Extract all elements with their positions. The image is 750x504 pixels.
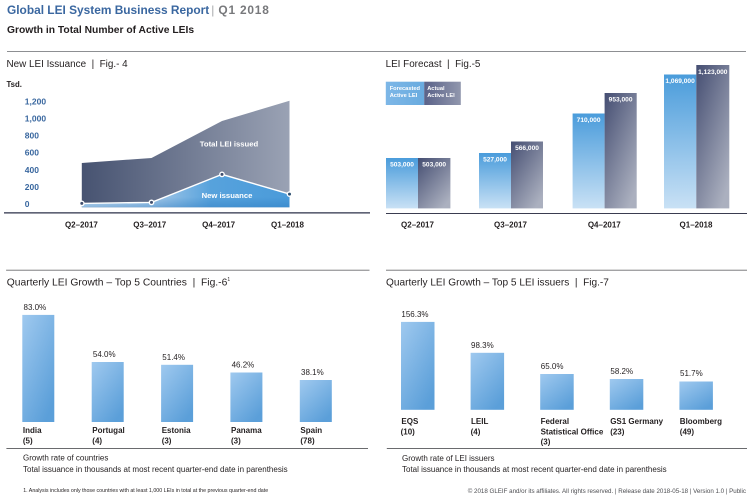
svg-text:527,000: 527,000 <box>483 157 507 164</box>
svg-text:1,000: 1,000 <box>25 114 47 124</box>
svg-text:710,000: 710,000 <box>577 117 601 124</box>
svg-text:0: 0 <box>25 199 30 209</box>
svg-text:(3): (3) <box>231 436 241 445</box>
svg-text:Total issuance in thousands at: Total issuance in thousands at most rece… <box>402 465 667 474</box>
svg-text:Growth rate of countries: Growth rate of countries <box>23 454 108 463</box>
svg-text:Growth in Total Number of Acti: Growth in Total Number of Active LEIs <box>7 25 194 36</box>
svg-text:953,000: 953,000 <box>609 97 633 104</box>
svg-text:Actual: Actual <box>427 86 445 92</box>
svg-text:98.3%: 98.3% <box>471 341 494 350</box>
svg-text:(5): (5) <box>23 436 33 445</box>
svg-text:51.7%: 51.7% <box>680 369 703 378</box>
svg-text:LEI Forecast | Fig.-5: LEI Forecast | Fig.-5 <box>386 59 481 70</box>
svg-text:1,123,000: 1,123,000 <box>698 69 728 76</box>
svg-text:Q1–2018: Q1–2018 <box>680 220 713 229</box>
svg-text:800: 800 <box>25 131 39 141</box>
svg-text:Quarterly LEI Growth – Top 5 C: Quarterly LEI Growth – Top 5 Countries |… <box>7 277 231 289</box>
svg-text:(3): (3) <box>541 437 551 446</box>
svg-text:156.3%: 156.3% <box>401 310 428 319</box>
svg-text:38.1%: 38.1% <box>301 368 324 377</box>
svg-text:566,000: 566,000 <box>515 145 539 152</box>
svg-text:Bloomberg: Bloomberg <box>680 417 722 426</box>
svg-text:(3): (3) <box>162 436 172 445</box>
svg-text:Portugal: Portugal <box>92 426 124 435</box>
svg-text:1,069,000: 1,069,000 <box>665 78 695 85</box>
svg-text:65.0%: 65.0% <box>541 362 564 371</box>
svg-text:Q4–2017: Q4–2017 <box>588 220 621 229</box>
svg-text:83.0%: 83.0% <box>24 303 47 312</box>
svg-text:New LEI Issuance | Fig.- 4: New LEI Issuance | Fig.- 4 <box>7 59 129 70</box>
svg-text:India: India <box>23 426 42 435</box>
svg-text:GS1 Germany: GS1 Germany <box>610 417 663 426</box>
svg-text:Spain: Spain <box>300 426 322 435</box>
svg-text:200: 200 <box>25 182 39 192</box>
svg-text:(49): (49) <box>680 427 695 436</box>
svg-text:Forecasted: Forecasted <box>390 86 421 92</box>
svg-text:Total LEI issued: Total LEI issued <box>200 140 259 149</box>
svg-text:400: 400 <box>25 165 39 175</box>
svg-text:LEIL: LEIL <box>471 417 488 426</box>
svg-text:Panama: Panama <box>231 426 262 435</box>
svg-text:600: 600 <box>25 148 39 158</box>
svg-text:(4): (4) <box>92 436 102 445</box>
svg-text:Statistical Office: Statistical Office <box>541 427 604 436</box>
svg-text:58.2%: 58.2% <box>610 367 633 376</box>
svg-text:Q3–2017: Q3–2017 <box>133 220 166 229</box>
svg-text:EQS: EQS <box>401 417 419 426</box>
svg-text:Q2–2017: Q2–2017 <box>401 220 434 229</box>
svg-text:1. Analysis includes only thos: 1. Analysis includes only those countrie… <box>23 488 268 494</box>
svg-text:(78): (78) <box>300 436 315 445</box>
svg-text:Q4–2017: Q4–2017 <box>202 220 235 229</box>
svg-text:© 2018 GLEIF and/or its affili: © 2018 GLEIF and/or its affiliates. All … <box>468 488 746 495</box>
svg-text:Estonia: Estonia <box>162 426 191 435</box>
svg-text:(23): (23) <box>610 427 625 436</box>
svg-text:51.4%: 51.4% <box>162 353 185 362</box>
svg-text:503,000: 503,000 <box>422 162 446 169</box>
svg-text:New issuance: New issuance <box>202 191 254 200</box>
svg-text:(10): (10) <box>401 427 416 436</box>
svg-text:Total issuance in thousands at: Total issuance in thousands at most rece… <box>23 465 288 474</box>
svg-text:Q1–2018: Q1–2018 <box>271 220 304 229</box>
svg-text:1,200: 1,200 <box>25 96 47 106</box>
svg-text:46.2%: 46.2% <box>232 361 255 370</box>
svg-text:Q3–2017: Q3–2017 <box>494 220 527 229</box>
svg-text:Active LEI: Active LEI <box>427 93 455 99</box>
svg-text:(4): (4) <box>471 427 481 436</box>
svg-text:Global LEI System Business Rep: Global LEI System Business Report | Q1 2… <box>7 3 270 17</box>
svg-text:Federal: Federal <box>541 417 569 426</box>
svg-text:Quarterly LEI Growth – Top 5 L: Quarterly LEI Growth – Top 5 LEI issuers… <box>386 278 609 289</box>
svg-text:503,000: 503,000 <box>390 162 414 169</box>
svg-text:54.0%: 54.0% <box>93 350 116 359</box>
svg-text:Tsd.: Tsd. <box>7 80 22 89</box>
svg-text:Growth rate of LEI issuers: Growth rate of LEI issuers <box>402 454 494 463</box>
svg-text:Q2–2017: Q2–2017 <box>65 220 98 229</box>
svg-text:Active LEI: Active LEI <box>390 93 418 99</box>
